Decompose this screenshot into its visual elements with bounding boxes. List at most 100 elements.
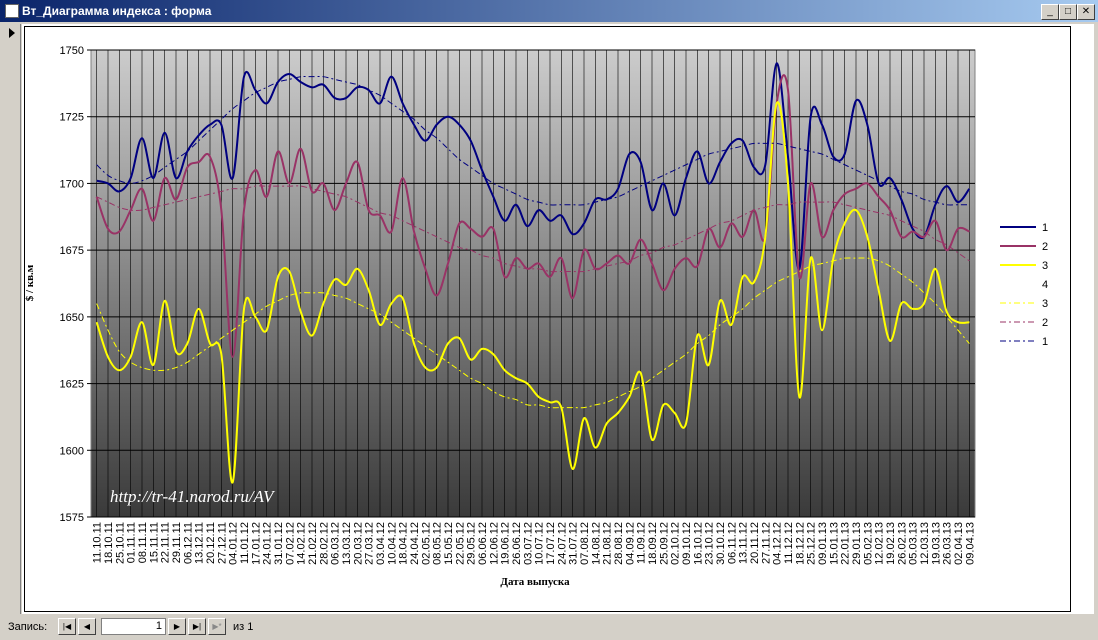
x-tick-label: 20.12.11 [205,522,217,564]
y-tick-label: 1650 [60,312,84,324]
y-axis-label: $ / кв.м [24,264,36,301]
x-tick-label: 16.10.12 [692,522,704,565]
series-line [95,74,970,358]
y-tick-label: 1600 [60,445,84,457]
x-tick-label: 31.01.12 [273,522,285,565]
prev-record[interactable]: ◀ [78,618,96,635]
legend-label: 2 [1042,317,1048,329]
x-tick-label: 24.01.12 [262,522,274,565]
x-tick-label: 18.10.11 [103,522,115,564]
x-tick-label: 26.02.13 [896,522,908,565]
x-tick-label: 18.04.12 [398,522,410,565]
x-tick-label: 05.02.13 [862,522,874,565]
chart: 1575 1600 1625 1650 1675 1700 1725 1750 11.10.11… [24,26,1071,612]
x-tick-label: 25.10.11 [114,522,126,564]
x-tick-label: 27.12.11 [216,522,228,564]
x-tick-label: 08.05.12 [432,522,444,565]
record-label: Запись: [8,621,48,633]
x-tick-label: 29.01.13 [851,522,863,565]
maximize-button[interactable]: □ [1059,4,1077,20]
close-button[interactable]: ✕ [1077,4,1095,20]
legend-label: 4 [1042,279,1048,291]
x-tick-label: 22.01.13 [840,522,852,565]
x-tick-label: 04.01.12 [228,522,240,565]
x-tick-label: 14.08.12 [590,522,602,565]
x-tick-label: 03.04.12 [375,522,387,565]
x-tick-label: 07.02.12 [284,522,296,565]
x-tick-label: 02.05.12 [420,522,432,565]
x-tick-label: 09.01.13 [817,522,829,565]
series-line [96,62,971,270]
legend-label: 2 [1042,241,1048,253]
series-line [95,101,970,484]
x-tick-label: 09.04.13 [964,522,976,565]
title-bar: Вт_Диаграмма индекса : форма _ □ ✕ [0,0,1098,22]
plot-area [90,49,976,518]
x-tick-label: 27.11.12 [760,522,772,564]
x-tick-label: 30.10.12 [715,522,727,565]
x-tick-label: 22.05.12 [454,522,466,565]
x-tick-label: 06.03.12 [330,522,342,565]
app-icon [5,4,19,18]
y-tick-label: 1625 [60,379,84,391]
x-tick-label: 20.11.12 [749,522,761,564]
x-tick-label: 25.12.12 [806,522,818,565]
x-tick-label: 18.12.12 [794,522,806,565]
x-tick-label: 20.03.12 [352,522,364,565]
legend-label: 3 [1042,260,1048,272]
x-tick-label: 06.06.12 [477,522,489,565]
x-tick-label: 25.09.12 [658,522,670,565]
form-area: 1575 1600 1625 1650 1675 1700 1725 1750 11.10.11… [22,24,1094,614]
x-tick-label: 28.02.12 [318,522,330,565]
x-tick-label: 27.03.12 [364,522,376,565]
x-tick-label: 14.02.12 [296,522,308,565]
x-tick-label: 19.02.13 [885,522,897,565]
first-record[interactable]: |◀ [58,618,76,635]
x-tick-label: 29.11.11 [171,522,183,563]
series-line [96,257,970,409]
x-tick-label: 26.06.12 [511,522,523,565]
record-number[interactable]: 1 [101,618,166,635]
x-tick-label: 19.03.13 [930,522,942,565]
x-tick-label: 08.11.11 [137,522,149,563]
x-tick-label: 06.11.12 [726,522,738,564]
new-record[interactable]: ▶* [208,618,226,635]
window-title: Вт_Диаграмма индекса : форма [22,4,212,18]
next-record[interactable]: ▶ [168,618,186,635]
x-tick-label: 21.08.12 [602,522,614,565]
x-tick-label: 18.09.12 [647,522,659,565]
minimize-button[interactable]: _ [1041,4,1059,20]
last-record[interactable]: ▶| [188,618,206,635]
x-tick-label: 17.07.12 [545,522,557,565]
x-tick-label: 12.03.13 [919,522,931,565]
x-tick-label: 11.01.12 [239,522,251,564]
legend-label: 3 [1042,298,1048,310]
x-tick-label: 23.10.12 [704,522,716,565]
x-tick-label: 10.07.12 [534,522,546,565]
legend-label: 1 [1042,222,1048,234]
record-count: из 1 [233,621,254,633]
x-tick-label: 11.10.11 [92,522,104,563]
series-line [96,75,970,206]
x-tick-label: 03.07.12 [522,522,534,565]
x-tick-label: 17.01.12 [250,522,262,565]
y-tick-label: 1700 [60,178,84,190]
x-tick-label: 29.05.12 [466,522,478,565]
x-tick-label: 02.04.13 [953,522,965,565]
y-tick-label: 1575 [60,512,84,524]
x-tick-label: 19.06.12 [500,522,512,565]
x-tick-label: 01.11.11 [126,522,138,563]
y-tick-label: 1675 [60,245,84,257]
watermark: http://tr-41.narod.ru/AV [110,487,276,506]
x-tick-label: 11.09.12 [636,522,648,564]
record-pointer [9,28,15,38]
x-tick-label: 15.05.12 [443,522,455,565]
record-selector[interactable] [4,24,21,614]
x-tick-label: 28.08.12 [613,522,625,565]
x-tick-label: 13.11.12 [738,522,750,564]
x-tick-label: 22.11.11 [160,522,172,563]
x-tick-label: 24.04.12 [409,522,421,565]
x-axis-label: Дата выпуска [500,576,570,588]
x-tick-label: 04.09.12 [624,522,636,565]
